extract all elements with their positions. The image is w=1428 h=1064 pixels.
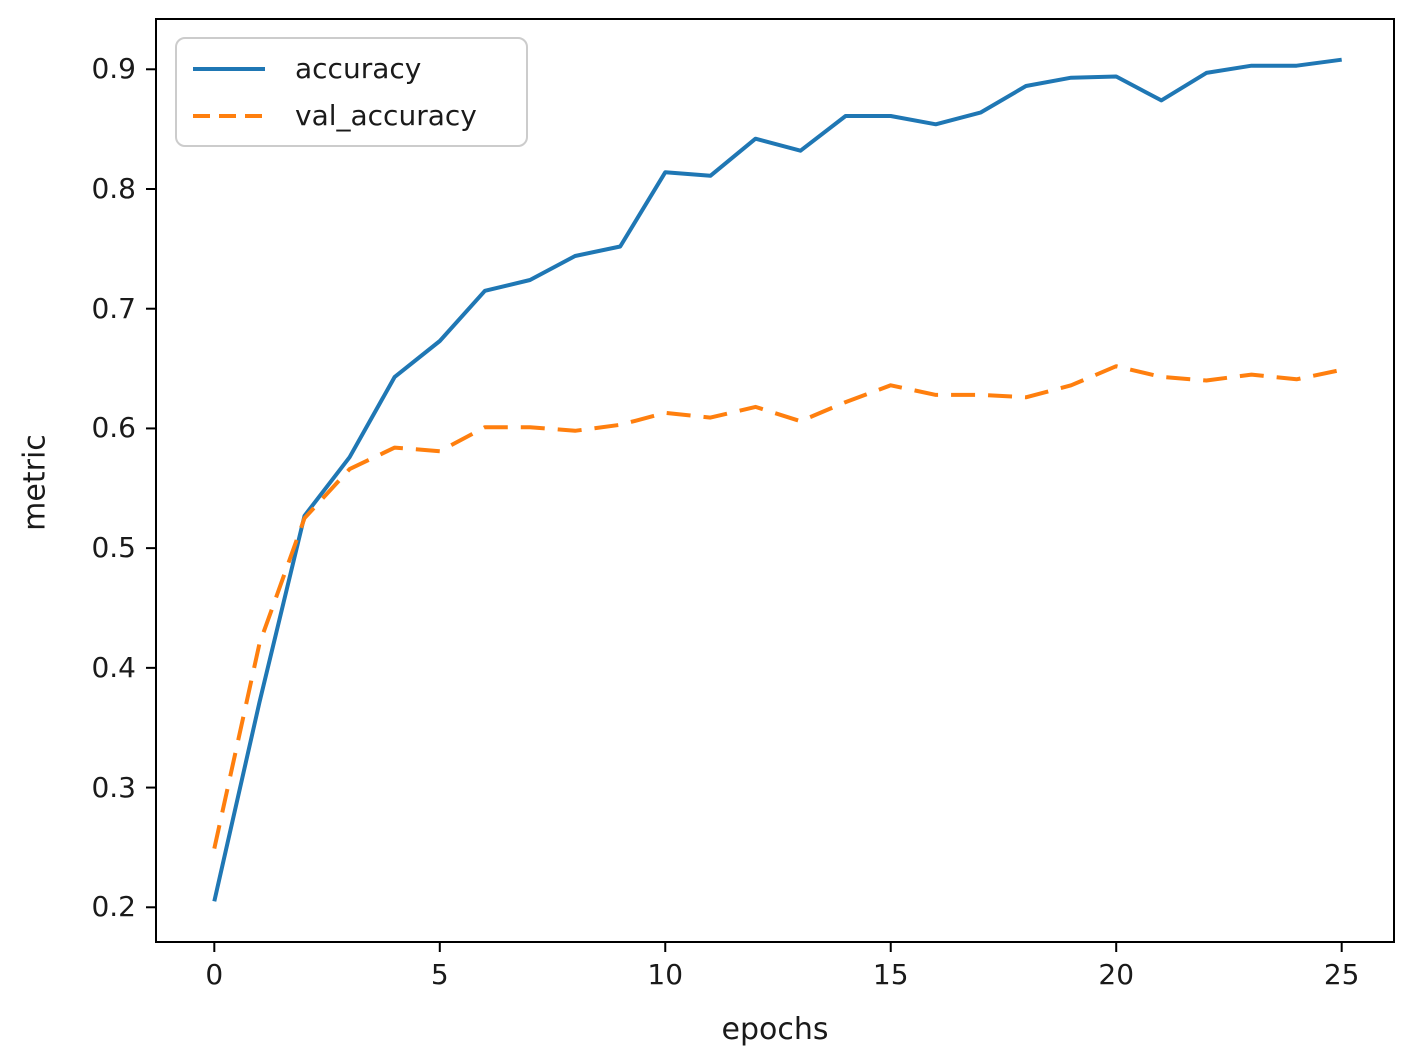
- x-tick-label: 25: [1323, 958, 1360, 991]
- y-tick-label: 0.7: [91, 291, 136, 325]
- series-line-accuracy: [212, 57, 1342, 902]
- legend-label-accuracy: accuracy: [295, 52, 422, 85]
- y-tick-label: 0.5: [91, 531, 136, 565]
- x-tick-label: 5: [430, 958, 449, 991]
- axis-ticks: [146, 68, 1343, 952]
- y-tick-label: 0.4: [91, 650, 136, 684]
- y-tick-label: 0.6: [91, 411, 136, 445]
- series-line-val_accuracy: [212, 364, 1343, 850]
- y-tick-label: 0.2: [91, 890, 136, 924]
- x-tick-label: 10: [647, 958, 684, 991]
- x-tick-label: 0: [205, 958, 224, 991]
- legend: accuracy val_accuracy: [175, 37, 528, 147]
- data-series-lines: [212, 57, 1343, 902]
- y-tick-label: 0.9: [91, 52, 136, 86]
- legend-entry-val-accuracy: val_accuracy: [177, 93, 526, 139]
- legend-entry-accuracy: accuracy: [177, 46, 526, 92]
- legend-label-val-accuracy: val_accuracy: [295, 99, 477, 132]
- plot-area-frame: [155, 18, 1395, 943]
- y-tick-label: 0.3: [91, 770, 136, 804]
- legend-line-sample-val-accuracy: [193, 113, 265, 118]
- legend-line-sample-accuracy: [193, 66, 265, 71]
- x-axis-label: epochs: [721, 1012, 829, 1047]
- y-tick-label: 0.8: [91, 171, 136, 205]
- y-axis-label: metric: [17, 434, 53, 531]
- x-tick-label: 20: [1098, 958, 1135, 991]
- x-tick-label: 15: [872, 958, 909, 991]
